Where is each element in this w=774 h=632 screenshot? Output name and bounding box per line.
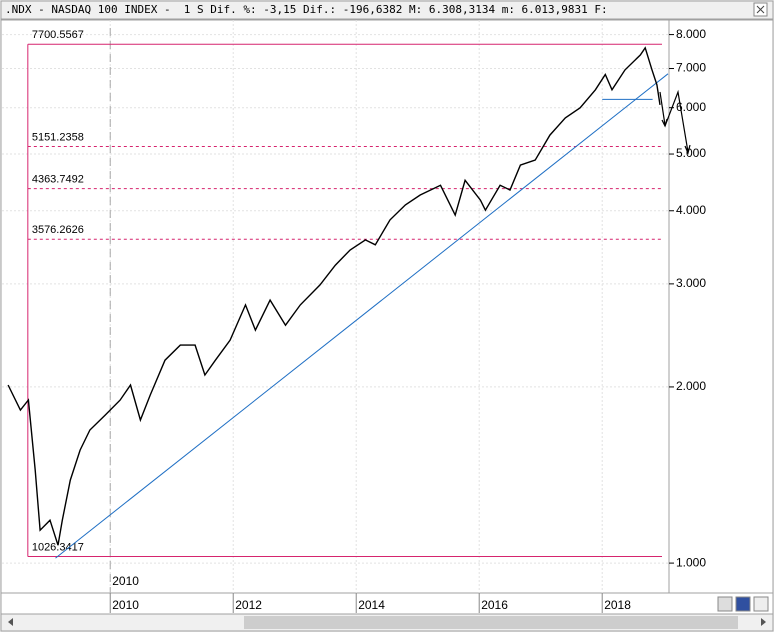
price-line (7, 46, 661, 546)
y-tick-label: 6.000 (676, 100, 706, 114)
cursor-label: 2010 (112, 574, 139, 588)
arrow (664, 89, 691, 155)
plot-area (0, 19, 774, 594)
close-icon (756, 5, 765, 14)
header-bar (0, 0, 774, 20)
x-tick-label: 2012 (235, 598, 262, 612)
y-tick-label: 5.000 (676, 146, 706, 160)
y-tick-label: 8.000 (676, 27, 706, 41)
pin-button[interactable] (753, 596, 769, 612)
scroll-right[interactable] (761, 618, 766, 626)
y-tick-label: 2.000 (676, 379, 706, 393)
level-label: 3576.2626 (32, 224, 84, 236)
save-button[interactable] (735, 596, 751, 612)
scroll-thumb[interactable] (244, 616, 738, 629)
y-tick-label: 7.000 (676, 61, 706, 75)
y-tick-label: 4.000 (676, 203, 706, 217)
annotation-arrows (659, 89, 691, 155)
x-tick-label: 2016 (481, 598, 508, 612)
level-label: 5151.2358 (32, 131, 84, 143)
level-label: 4363.7492 (32, 174, 84, 186)
x-tick-label: 2014 (358, 598, 385, 612)
x-tick-label: 2018 (604, 598, 631, 612)
y-tick-label: 3.000 (676, 276, 706, 290)
tool-button[interactable] (717, 596, 733, 612)
level-label: 7700.5567 (32, 29, 84, 41)
x-tick-label: 2010 (112, 598, 139, 612)
trend-line (55, 73, 669, 559)
chart-title: .NDX - NASDAQ 100 INDEX - 1 S Dif. %: -3… (5, 3, 608, 16)
y-tick-label: 1.000 (676, 555, 706, 569)
scroll-left[interactable] (8, 618, 13, 626)
level-label: 1026.3417 (32, 541, 84, 553)
